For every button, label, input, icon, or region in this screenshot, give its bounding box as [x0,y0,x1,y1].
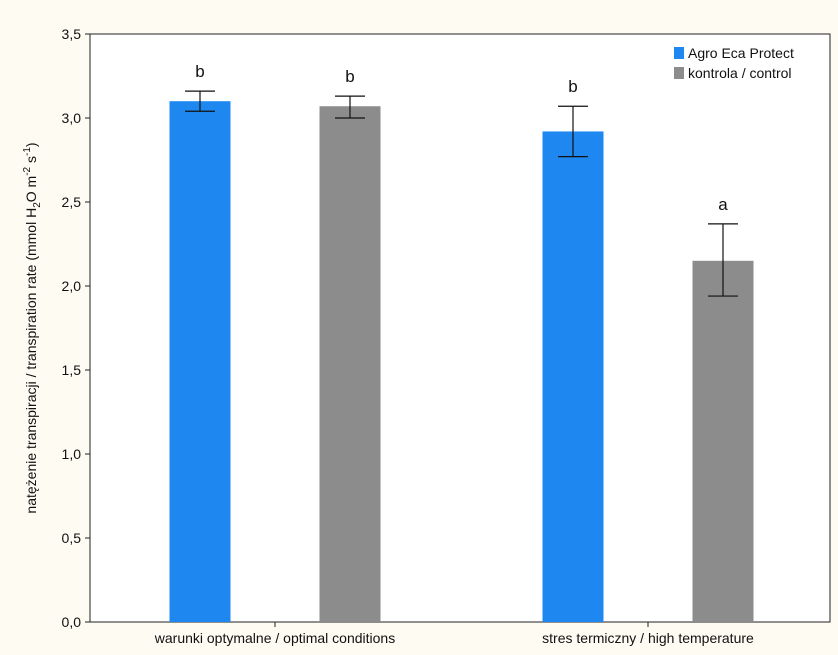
legend-label: Agro Eca Protect [688,45,794,61]
bar [319,106,381,623]
y-axis: 0,0 0,5 1,0 1,5 2,0 2,5 3,0 3,5 [62,26,90,630]
bars: b b b a [169,62,754,623]
y-tick-label: 3,0 [62,110,82,126]
legend-swatch [674,47,684,59]
y-tick-label: 3,5 [62,26,82,42]
legend-swatch [674,67,684,79]
x-axis: warunki optymalne / optimal conditions st… [154,622,754,646]
legend-label: kontrola / control [688,65,792,81]
y-tick-label: 1,5 [62,362,82,378]
bar [169,101,231,622]
x-category-label: warunki optymalne / optimal conditions [154,630,395,646]
significance-label: b [568,77,577,96]
legend: Agro Eca Protect kontrola / control [674,45,794,81]
significance-label: a [718,195,728,214]
y-tick-label: 0,5 [62,530,82,546]
y-tick-label: 0,0 [62,614,82,630]
y-tick-label: 2,5 [62,194,82,210]
x-category-label: stres termiczny / high temperature [542,630,754,646]
bar [692,260,754,622]
y-axis-label: natężenie transpiracji / transpiration r… [22,142,43,513]
bar [542,131,604,622]
y-tick-label: 2,0 [62,278,82,294]
y-tick-label: 1,0 [62,446,82,462]
significance-label: b [345,67,354,86]
significance-label: b [195,62,204,81]
